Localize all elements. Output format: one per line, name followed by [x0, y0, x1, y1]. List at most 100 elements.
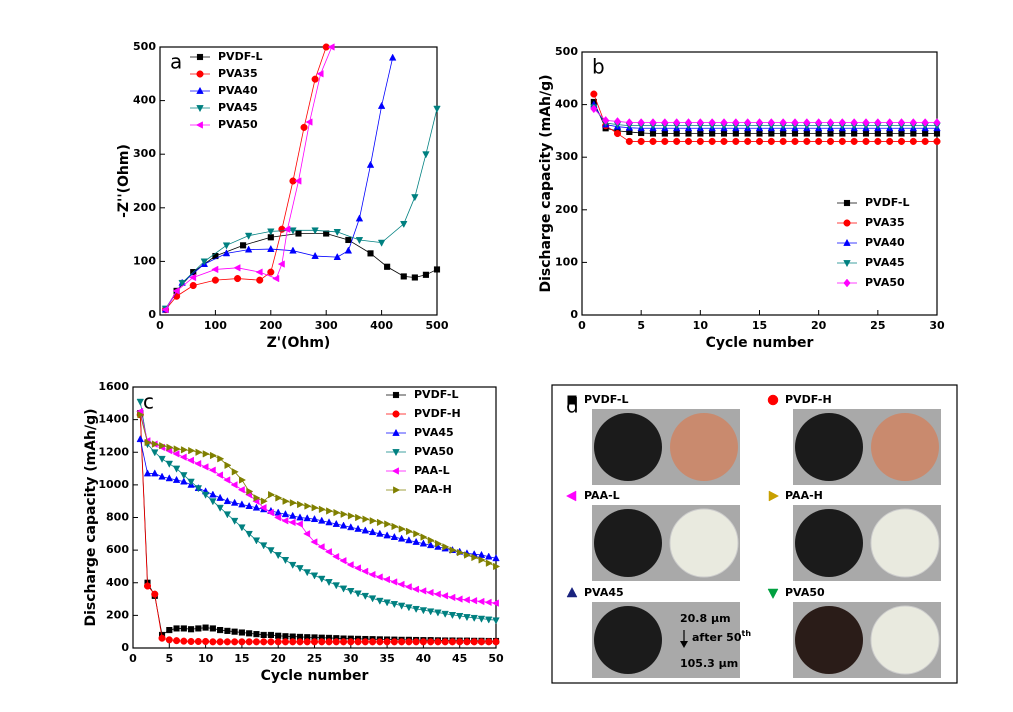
x-tick-label: 45	[452, 652, 467, 665]
sample-marker	[768, 490, 780, 502]
marker	[136, 398, 144, 406]
marker	[353, 564, 361, 572]
marker	[222, 242, 231, 250]
marker	[303, 514, 311, 522]
x-tick-label: 20	[811, 319, 827, 332]
marker	[390, 638, 398, 646]
y-tick-label: 300	[555, 150, 578, 163]
marker	[311, 251, 319, 259]
sample-label: PVA50	[785, 586, 825, 599]
after-text: after 50th	[692, 629, 751, 645]
marker	[223, 476, 231, 484]
marker	[696, 137, 704, 145]
y-tick-label: 200	[555, 203, 578, 216]
photo-sample	[669, 508, 739, 578]
marker	[933, 137, 941, 145]
marker	[289, 638, 297, 646]
marker	[289, 511, 297, 519]
marker	[826, 137, 835, 145]
marker	[484, 598, 492, 607]
marker	[354, 638, 362, 646]
marker	[435, 539, 443, 548]
marker	[921, 137, 929, 145]
y-tick-label: 400	[106, 576, 129, 589]
marker	[839, 130, 846, 137]
marker	[803, 130, 810, 137]
marker	[720, 118, 728, 127]
marker	[613, 129, 622, 138]
marker	[231, 468, 239, 476]
marker	[933, 130, 941, 137]
marker	[255, 268, 263, 276]
marker	[398, 525, 406, 533]
legend-label: PAA-H	[414, 483, 452, 496]
x-tick-label: 5	[637, 319, 645, 332]
marker	[909, 137, 917, 145]
marker	[201, 491, 210, 499]
photo-sample	[870, 605, 940, 675]
marker	[282, 497, 290, 505]
marker	[209, 625, 216, 632]
marker	[180, 625, 187, 632]
marker	[388, 53, 397, 61]
marker	[339, 585, 348, 593]
marker	[369, 638, 377, 646]
marker	[456, 548, 464, 557]
marker	[216, 638, 224, 646]
marker	[898, 130, 905, 137]
marker	[397, 602, 406, 610]
marker	[492, 554, 500, 562]
marker	[768, 130, 775, 137]
marker	[281, 638, 290, 646]
marker	[195, 625, 202, 632]
marker	[696, 118, 704, 127]
marker	[433, 590, 441, 598]
marker	[347, 523, 355, 531]
marker	[274, 513, 282, 522]
marker	[166, 627, 173, 634]
marker	[310, 538, 318, 546]
y-tick-label: 1200	[98, 445, 129, 458]
marker	[332, 519, 340, 527]
marker	[366, 160, 375, 168]
marker	[325, 579, 333, 587]
marker	[274, 552, 282, 560]
marker	[244, 245, 253, 253]
marker	[477, 615, 486, 623]
marker	[202, 624, 209, 631]
marker	[493, 562, 501, 571]
marker	[332, 582, 340, 590]
marker	[165, 474, 174, 482]
photo-sample	[670, 413, 738, 481]
marker	[188, 446, 196, 455]
sample-label: PAA-L	[584, 489, 620, 502]
marker	[422, 151, 430, 159]
marker	[318, 516, 326, 524]
marker	[259, 542, 268, 550]
marker	[310, 514, 319, 523]
marker	[172, 475, 181, 483]
marker	[202, 637, 210, 646]
marker	[180, 472, 188, 480]
sample-label: PVA45	[584, 586, 624, 599]
sample-marker	[767, 394, 779, 406]
marker	[281, 510, 290, 518]
marker	[180, 637, 188, 645]
marker	[391, 522, 399, 531]
marker	[333, 229, 341, 237]
marker	[412, 605, 420, 614]
marker	[209, 490, 217, 498]
series-line	[593, 101, 937, 134]
marker	[697, 130, 704, 137]
marker	[441, 638, 449, 646]
marker	[826, 118, 835, 127]
marker	[470, 638, 478, 646]
marker	[347, 512, 355, 520]
marker	[333, 508, 341, 517]
marker	[426, 608, 435, 616]
marker	[390, 578, 398, 586]
marker	[732, 130, 739, 137]
marker	[661, 118, 669, 127]
marker	[143, 582, 152, 590]
